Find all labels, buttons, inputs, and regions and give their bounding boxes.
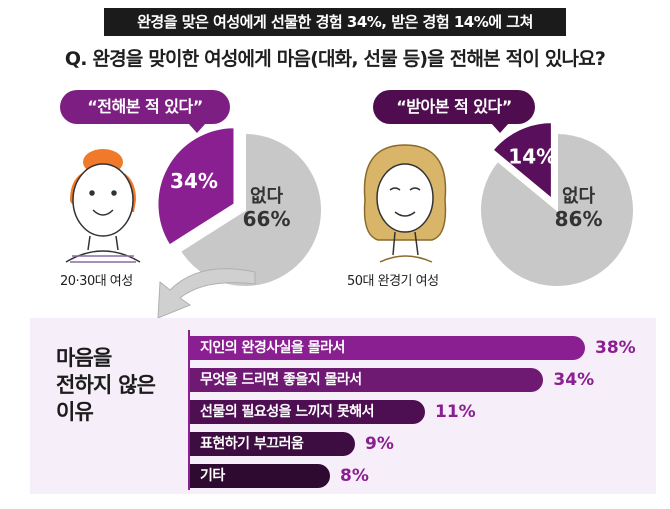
bubble-tail (188, 123, 206, 133)
pie1-slice-label-1: 없다 (250, 186, 284, 207)
pie2-slice-0 (491, 121, 553, 202)
reason-bar-label: 표현하기 부끄러움 (200, 436, 304, 452)
reason-bar-value: 8% (340, 466, 369, 486)
pie1-slice-value-1: 66% (243, 207, 291, 231)
reason-bar-label: 지인의 완경사실을 몰라서 (200, 340, 345, 356)
reason-bar-label: 기타 (200, 468, 225, 484)
pie1-caption: 20·30대 여성 (60, 274, 133, 289)
reasons-title: 마음을 전하지 않은 이유 (56, 345, 156, 426)
pie2-title-bubble: “받아본 적 있다” (373, 90, 535, 133)
reason-bar: 표현하기 부끄러움 (190, 432, 355, 456)
reason-bar-value: 11% (435, 402, 476, 422)
reason-bar-value: 38% (595, 338, 636, 358)
pie2-slice-1 (479, 131, 635, 288)
reason-bar-value: 9% (365, 434, 394, 454)
pie2-slice-value-1: 86% (555, 207, 603, 231)
bar-axis-line (188, 330, 190, 490)
pie2-title: “받아본 적 있다” (396, 97, 512, 116)
reasons-title-line: 마음을 (56, 346, 112, 370)
young-woman-illustration (65, 149, 141, 263)
reason-bar-value: 34% (553, 370, 595, 390)
reason-bar: 무엇을 드리면 좋을지 몰라서 (190, 368, 544, 392)
reasons-title-line: 전하지 않은 (56, 373, 156, 397)
older-woman-illustration (363, 144, 447, 263)
pie1-title-bubble: “전해본 적 있다” (60, 90, 230, 133)
pie1-title: “전해본 적 있다” (87, 97, 203, 116)
pie1-slice-value-0: 34% (170, 169, 218, 193)
survey-question: Q. 완경을 맞이한 여성에게 마음(대화, 선물 등)을 전해본 적이 있나요… (64, 48, 606, 70)
reasons-bar-chart: 지인의 완경사실을 몰라서 38% 무엇을 드리면 좋을지 몰라서 34% 선물의 필요… (190, 330, 660, 490)
down-arrow-icon (157, 268, 256, 319)
reasons-title-line: 이유 (56, 400, 94, 424)
pie1-slice-0 (156, 126, 236, 247)
bubble-tail (491, 123, 509, 133)
pie2-caption: 50대 완경기 여성 (347, 274, 439, 289)
reason-bar-label: 무엇을 드리면 좋을지 몰라서 (200, 372, 362, 388)
reason-bar: 선물의 필요성을 느끼지 못해서 (190, 400, 425, 424)
reason-bar-label: 선물의 필요성을 느끼지 못해서 (200, 404, 375, 420)
reason-bar: 지인의 완경사실을 몰라서 (190, 336, 585, 360)
headline-banner: 완경을 맞은 여성에게 선물한 경험 34%, 받은 경험 14%에 그쳐 (104, 8, 566, 36)
pie2-slice-label-1: 없다 (562, 186, 596, 207)
reason-bar: 기타 (190, 464, 330, 488)
pie2-slice-value-0: 14% (508, 144, 556, 168)
